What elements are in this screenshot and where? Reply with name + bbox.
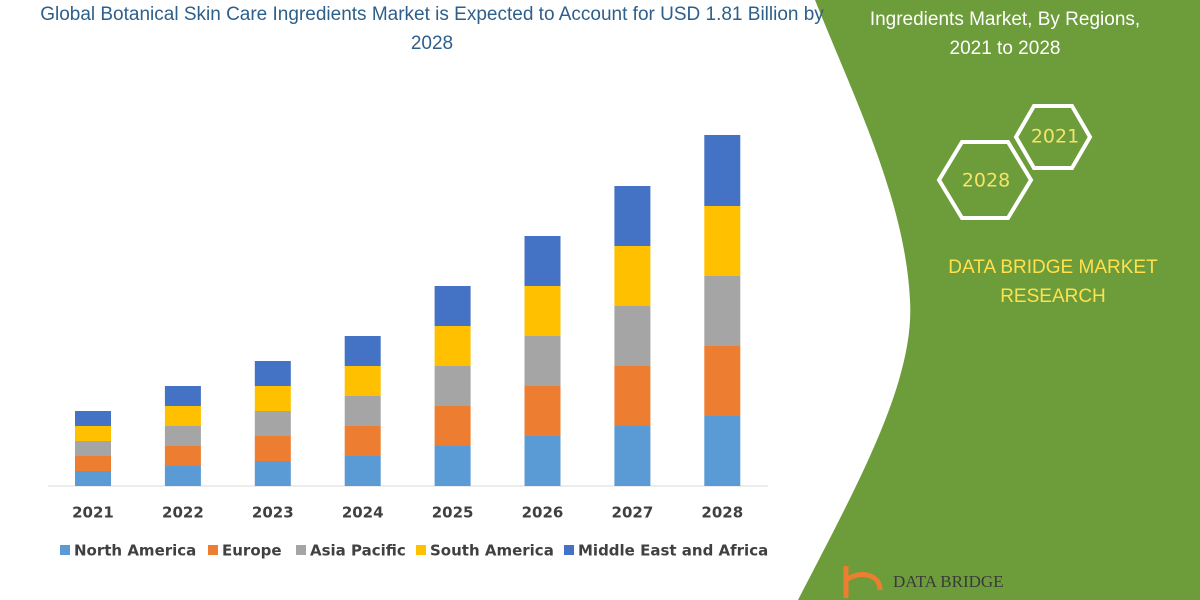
bar-segment bbox=[344, 366, 381, 396]
x-tick-label: 2023 bbox=[252, 504, 294, 522]
legend-label: North America bbox=[74, 542, 196, 560]
bar-segment bbox=[704, 135, 741, 206]
bar-segment bbox=[75, 441, 111, 456]
bar-segment bbox=[434, 326, 471, 366]
bar-segment bbox=[614, 246, 651, 306]
bar-segment bbox=[344, 426, 381, 456]
bar-segment bbox=[614, 366, 651, 426]
bar-segment bbox=[704, 276, 741, 346]
legend-swatch bbox=[416, 545, 426, 555]
bar-segment bbox=[75, 471, 111, 486]
x-tick-label: 2026 bbox=[522, 504, 564, 522]
logo-icon bbox=[843, 566, 883, 598]
side-panel bbox=[798, 0, 1200, 600]
bar-segment bbox=[254, 386, 291, 411]
bar-segment bbox=[704, 206, 741, 276]
bar-segment bbox=[254, 361, 291, 386]
x-tick-label: 2022 bbox=[162, 504, 204, 522]
bar-segment bbox=[524, 436, 561, 486]
bar-segment bbox=[524, 386, 561, 436]
legend-swatch bbox=[564, 545, 574, 555]
bar-segment bbox=[434, 406, 471, 446]
bar-segment bbox=[614, 306, 651, 366]
bar-segment bbox=[524, 236, 561, 286]
legend-swatch bbox=[208, 545, 218, 555]
hexagon bbox=[936, 140, 1034, 220]
bar-segment bbox=[75, 426, 111, 441]
legend-label: Middle East and Africa bbox=[578, 542, 768, 560]
logo-text: DATA BRIDGE bbox=[893, 572, 1004, 591]
bar-segment bbox=[75, 456, 111, 471]
bar-segment bbox=[434, 366, 471, 406]
bar-segment bbox=[164, 446, 201, 466]
legend-label: South America bbox=[430, 542, 554, 560]
bar-segment bbox=[75, 411, 111, 426]
bar-segment bbox=[164, 426, 201, 446]
legend-swatch bbox=[296, 545, 306, 555]
bar-segment bbox=[704, 416, 741, 486]
bar-segment bbox=[254, 411, 291, 436]
bar-segment bbox=[434, 286, 471, 326]
bar-segment bbox=[704, 346, 741, 416]
bar-segment bbox=[434, 446, 471, 486]
bar-segment bbox=[614, 426, 651, 486]
x-tick-label: 2027 bbox=[612, 504, 654, 522]
bar-segment bbox=[164, 406, 201, 426]
bar-segment bbox=[344, 456, 381, 486]
brand: DATA BRIDGE MARKET bbox=[948, 257, 1158, 278]
hexagon bbox=[1013, 104, 1093, 170]
legend-swatch bbox=[60, 545, 70, 555]
bar-segment bbox=[164, 466, 201, 486]
chart-title: Global Botanical Skin Care Ingredients M… bbox=[40, 4, 824, 54]
bar-segment bbox=[614, 186, 651, 246]
bar-segment bbox=[254, 436, 291, 461]
bar-segment bbox=[164, 386, 201, 406]
x-tick-label: 2021 bbox=[72, 504, 114, 522]
bar-segment bbox=[344, 396, 381, 426]
x-tick-label: 2024 bbox=[342, 504, 384, 522]
bar-segment bbox=[524, 336, 561, 386]
x-tick-label: 2025 bbox=[432, 504, 474, 522]
legend-label: Asia Pacific bbox=[310, 542, 406, 560]
bar-segment bbox=[524, 286, 561, 336]
bar-segment bbox=[344, 336, 381, 366]
panel-heading: 2021 to 2028 bbox=[950, 38, 1061, 59]
x-tick-label: 2028 bbox=[701, 504, 743, 522]
hexagon-label: 2028 bbox=[962, 170, 1010, 192]
bar-segment bbox=[254, 461, 291, 486]
legend-label: Europe bbox=[222, 542, 282, 560]
hexagon-label: 2021 bbox=[1031, 126, 1079, 148]
panel-heading: Ingredients Market, By Regions, bbox=[870, 9, 1140, 30]
brand: RESEARCH bbox=[1000, 286, 1106, 307]
